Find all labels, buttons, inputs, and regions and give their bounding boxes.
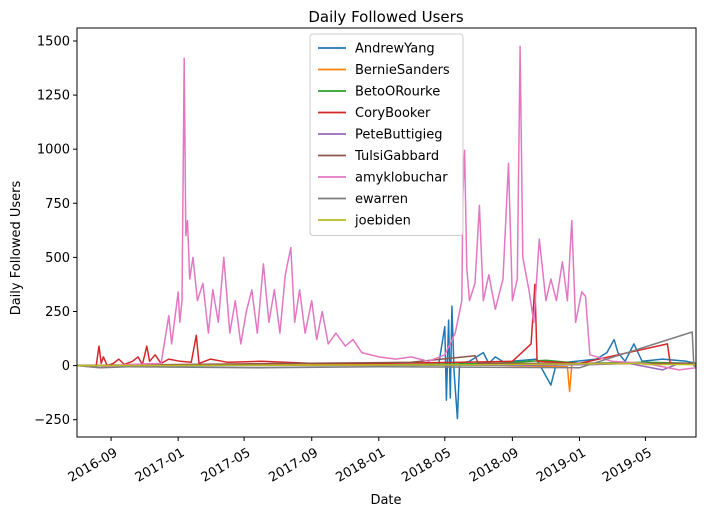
x-tick-label: 2016-09 [66,445,121,485]
legend-label: joebiden [354,214,411,229]
x-tick-label: 2017-05 [199,445,254,485]
legend-label: BernieSanders [355,63,450,78]
y-tick-label: 1000 [37,143,70,158]
legend-box [309,33,464,236]
legend-label: CoryBooker [355,106,431,121]
legend-label: ewarren [355,192,408,207]
legend-label: amyklobuchar [355,171,448,186]
legend-label: PeteButtigieg [355,128,443,143]
y-tick-label: −250 [34,413,70,428]
x-tick-label: 2019-05 [600,445,655,485]
x-tick-label: 2017-09 [266,445,321,485]
legend-label: AndrewYang [355,42,435,57]
legend-label: BetoORourke [355,85,440,100]
series-line-ewarren [77,331,696,369]
y-tick-label: 750 [45,197,70,212]
y-axis: −250 0 250 500 750 1000 1250 1500 [34,34,77,428]
y-tick-label: 1250 [37,89,70,104]
legend: AndrewYang BernieSanders BetoORourke CoryBo… [309,33,464,236]
x-axis-title: Date [370,493,401,508]
series-line-joebiden [77,362,696,367]
chart-title: Daily Followed Users [308,8,463,26]
plot-frame [76,27,697,438]
y-tick-label: 250 [45,305,70,320]
legend-label: TulsiGabbard [354,149,439,164]
x-tick-label: 2018-05 [399,445,454,485]
x-tick-label: 2018-01 [333,445,388,485]
x-tick-label: 2017-01 [133,445,188,485]
series-line-amyklobuchar [77,45,696,371]
plot-area [77,45,696,420]
y-axis-title: Daily Followed Users [9,180,24,315]
x-tick-label: 2019-01 [534,445,589,485]
series-line-CoryBooker [77,283,696,367]
y-tick-label: 500 [45,251,70,266]
y-tick-label: 1500 [37,34,70,49]
y-tick-label: 0 [62,359,70,374]
x-tick-label: 2018-09 [467,445,522,485]
x-axis: 2016-09 2017-01 2017-05 2017-09 2018-01 2018-… [66,437,655,486]
